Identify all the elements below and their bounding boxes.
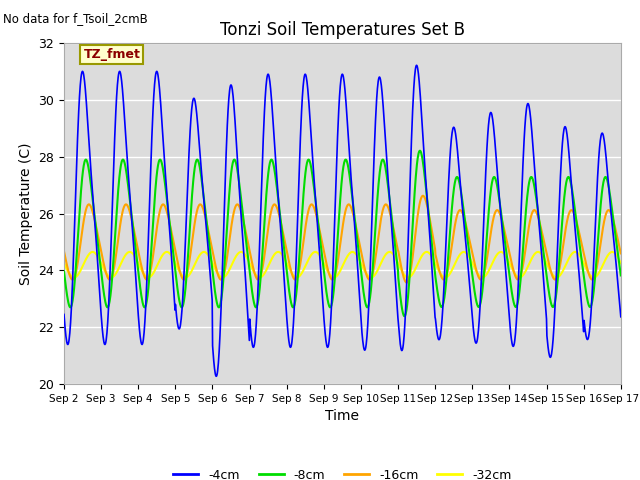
Text: No data for f_Tsoil_2cmB: No data for f_Tsoil_2cmB bbox=[3, 12, 148, 25]
Text: TZ_fmet: TZ_fmet bbox=[83, 48, 140, 61]
Title: Tonzi Soil Temperatures Set B: Tonzi Soil Temperatures Set B bbox=[220, 21, 465, 39]
Y-axis label: Soil Temperature (C): Soil Temperature (C) bbox=[19, 143, 33, 285]
X-axis label: Time: Time bbox=[325, 409, 360, 423]
Legend: -4cm, -8cm, -16cm, -32cm: -4cm, -8cm, -16cm, -32cm bbox=[168, 464, 516, 480]
